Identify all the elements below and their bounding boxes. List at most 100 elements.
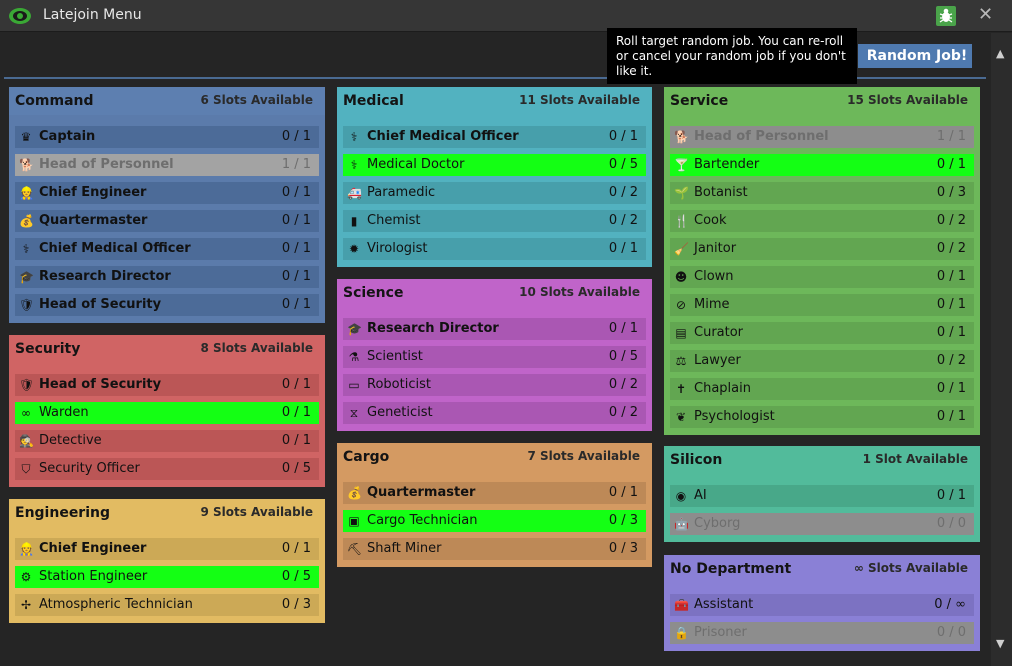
job-name: Station Engineer <box>39 569 148 584</box>
job-count: 0 / 2 <box>936 241 966 256</box>
job-chief-medical-officer[interactable]: ⚕ Chief Medical Officer 0 / 1 <box>15 238 319 260</box>
job-chief-medical-officer[interactable]: ⚕ Chief Medical Officer 0 / 1 <box>343 126 646 148</box>
job-research-director[interactable]: 🎓 Research Director 0 / 1 <box>343 318 646 340</box>
cross-icon: ✝ <box>675 382 687 396</box>
job-name: Research Director <box>39 269 171 284</box>
job-botanist[interactable]: 🌱 Botanist 0 / 3 <box>670 182 974 204</box>
job-research-director[interactable]: 🎓 Research Director 0 / 1 <box>15 266 319 288</box>
job-geneticist[interactable]: ⧖ Geneticist 0 / 2 <box>343 402 646 424</box>
job-ai[interactable]: ◉ AI 0 / 1 <box>670 485 974 507</box>
job-mime[interactable]: ⊘ Mime 0 / 1 <box>670 294 974 316</box>
box-icon: ▣ <box>348 514 360 528</box>
job-psychologist[interactable]: ❦ Psychologist 0 / 1 <box>670 406 974 428</box>
job-station-engineer[interactable]: ⚙ Station Engineer 0 / 5 <box>15 566 319 588</box>
job-name: Atmospheric Technician <box>39 597 193 612</box>
department-header: Science 10 Slots Available <box>337 279 652 307</box>
job-virologist[interactable]: ✹ Virologist 0 / 1 <box>343 238 646 260</box>
job-curator[interactable]: ▤ Curator 0 / 1 <box>670 322 974 344</box>
job-lawyer[interactable]: ⚖ Lawyer 0 / 2 <box>670 350 974 372</box>
job-name: Head of Personnel <box>39 157 174 172</box>
job-name: Chief Engineer <box>39 185 147 200</box>
scroll-up-icon[interactable]: ▲ <box>996 47 1005 60</box>
job-count: 0 / 1 <box>281 541 311 556</box>
binoculars-icon: ∞ <box>21 406 31 420</box>
department-command: Command 6 Slots Available ♛ Captain 0 / … <box>9 87 325 323</box>
job-count: 0 / 1 <box>608 241 638 256</box>
job-count: 1 / 1 <box>936 129 966 144</box>
seedling-icon: 🌱 <box>674 186 689 200</box>
flask-icon: ⚗ <box>348 350 360 364</box>
job-shaft-miner[interactable]: ⛏ Shaft Miner 0 / 3 <box>343 538 646 560</box>
job-name: Shaft Miner <box>367 541 442 556</box>
job-chemist[interactable]: ▮ Chemist 0 / 2 <box>343 210 646 232</box>
job-count: 0 / 1 <box>281 213 311 228</box>
job-assistant[interactable]: 🧰 Assistant 0 / ∞ <box>670 594 974 616</box>
job-captain[interactable]: ♛ Captain 0 / 1 <box>15 126 319 148</box>
department-header: Cargo 7 Slots Available <box>337 443 652 471</box>
job-quartermaster[interactable]: 💰 Quartermaster 0 / 1 <box>15 210 319 232</box>
job-count: 0 / 5 <box>281 569 311 584</box>
utensils-icon: 🍴 <box>674 214 689 228</box>
job-prisoner: 🔒 Prisoner 0 / 0 <box>670 622 974 644</box>
job-count: 0 / 2 <box>936 353 966 368</box>
job-cargo-technician[interactable]: ▣ Cargo Technician 0 / 3 <box>343 510 646 532</box>
job-name: Detective <box>39 433 102 448</box>
job-chief-engineer[interactable]: 👷 Chief Engineer 0 / 1 <box>15 182 319 204</box>
job-count: 0 / 3 <box>608 541 638 556</box>
job-head-of-security[interactable]: 🛡 Head of Security 0 / 1 <box>15 374 319 396</box>
job-name: Chief Medical Officer <box>367 129 519 144</box>
job-name: Scientist <box>367 349 423 364</box>
grin-icon: ☻ <box>674 270 688 284</box>
job-count: 0 / 1 <box>936 325 966 340</box>
job-chaplain[interactable]: ✝ Chaplain 0 / 1 <box>670 378 974 400</box>
department-slots: 9 Slots Available <box>200 505 313 519</box>
robot-icon: 🤖 <box>674 517 689 531</box>
dog-icon: 🐕 <box>674 130 689 144</box>
prescription-bottle-icon: ▮ <box>350 214 358 228</box>
job-scientist[interactable]: ⚗ Scientist 0 / 5 <box>343 346 646 368</box>
job-quartermaster[interactable]: 💰 Quartermaster 0 / 1 <box>343 482 646 504</box>
job-count: 0 / 1 <box>936 381 966 396</box>
job-name: AI <box>694 488 707 503</box>
job-name: Head of Security <box>39 297 162 312</box>
job-name: Warden <box>39 405 89 420</box>
department-slots: 7 Slots Available <box>527 449 640 463</box>
close-icon[interactable]: ✕ <box>978 4 994 25</box>
job-roboticist[interactable]: ▭ Roboticist 0 / 2 <box>343 374 646 396</box>
department-header: Security 8 Slots Available <box>9 335 325 363</box>
ambulance-icon: 🚑 <box>347 186 362 200</box>
department-medical: Medical 11 Slots Available ⚕ Chief Medic… <box>337 87 652 267</box>
job-bartender[interactable]: 🍸 Bartender 0 / 1 <box>670 154 974 176</box>
department-slots: 6 Slots Available <box>200 93 313 107</box>
job-count: 0 / 2 <box>936 213 966 228</box>
department-header: No Department ∞ Slots Available <box>664 555 980 583</box>
job-medical-doctor[interactable]: ⚕ Medical Doctor 0 / 5 <box>343 154 646 176</box>
job-detective[interactable]: 🕵 Detective 0 / 1 <box>15 430 319 452</box>
department-header: Command 6 Slots Available <box>9 87 325 115</box>
random-job-button[interactable]: Random Job! <box>858 44 972 68</box>
job-clown[interactable]: ☻ Clown 0 / 1 <box>670 266 974 288</box>
user-shield-icon: 🛡 <box>19 298 35 312</box>
job-paramedic[interactable]: 🚑 Paramedic 0 / 2 <box>343 182 646 204</box>
job-count: 0 / 1 <box>281 297 311 312</box>
job-chief-engineer[interactable]: 👷 Chief Engineer 0 / 1 <box>15 538 319 560</box>
bug-report-icon[interactable] <box>936 6 956 26</box>
job-janitor[interactable]: 🧹 Janitor 0 / 2 <box>670 238 974 260</box>
job-head-of-personnel: 🐕 Head of Personnel 1 / 1 <box>15 154 319 176</box>
job-count: 0 / 0 <box>936 516 966 531</box>
scroll-down-icon[interactable]: ▼ <box>996 637 1005 650</box>
staff-snake-icon: ⚕ <box>350 158 358 172</box>
job-warden[interactable]: ∞ Warden 0 / 1 <box>15 402 319 424</box>
job-head-of-security[interactable]: 🛡 Head of Security 0 / 1 <box>15 294 319 316</box>
department-cargo: Cargo 7 Slots Available 💰 Quartermaster … <box>337 443 652 567</box>
scrollbar[interactable]: ▲ ▼ <box>991 33 1012 666</box>
user-graduate-icon: 🎓 <box>19 270 34 284</box>
job-atmospheric-technician[interactable]: ✢ Atmospheric Technician 0 / 3 <box>15 594 319 616</box>
job-count: 0 / 1 <box>936 409 966 424</box>
department-header: Service 15 Slots Available <box>664 87 980 115</box>
job-count: 0 / 1 <box>281 185 311 200</box>
job-name: Geneticist <box>367 405 433 420</box>
department-name: Silicon <box>670 452 723 468</box>
job-security-officer[interactable]: ⛉ Security Officer 0 / 5 <box>15 458 319 480</box>
job-cook[interactable]: 🍴 Cook 0 / 2 <box>670 210 974 232</box>
